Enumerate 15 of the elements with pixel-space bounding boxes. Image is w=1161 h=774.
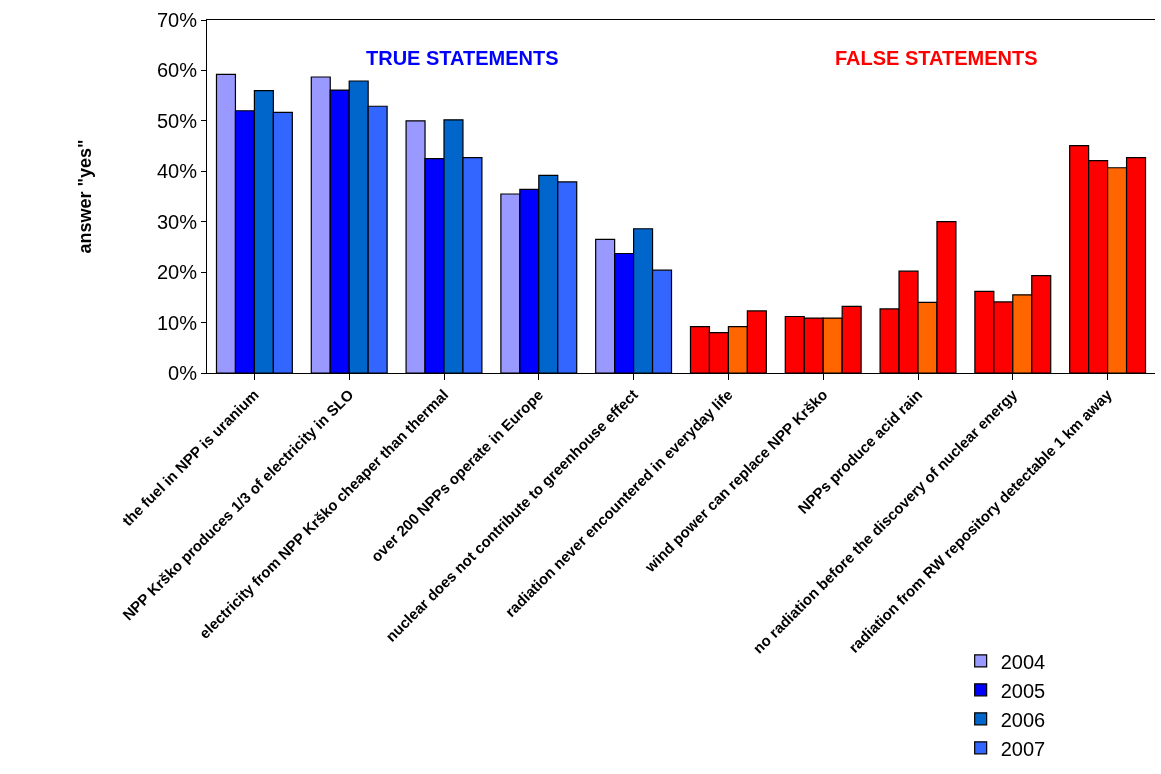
annotation: TRUE STATEMENTS (366, 47, 559, 69)
y-tick-label: 50% (156, 109, 198, 132)
legend-label: 2006 (1000, 708, 1046, 731)
y-tick-label: 60% (156, 59, 198, 82)
y-tick-label: 20% (156, 261, 198, 284)
legend-label: 2007 (1000, 737, 1046, 760)
y-tick-label: 10% (156, 311, 198, 334)
y-tick-label: 40% (156, 160, 198, 183)
y-tick-label: 0% (168, 362, 198, 384)
y-tick-label: 70% (156, 9, 198, 31)
annotation: FALSE STATEMENTS (835, 47, 1038, 69)
legend-label: 2005 (1000, 679, 1046, 702)
y-tick-label: 30% (156, 210, 198, 233)
legend-label: 2004 (1000, 650, 1046, 673)
y-axis-title: answer "yes" (75, 139, 96, 254)
